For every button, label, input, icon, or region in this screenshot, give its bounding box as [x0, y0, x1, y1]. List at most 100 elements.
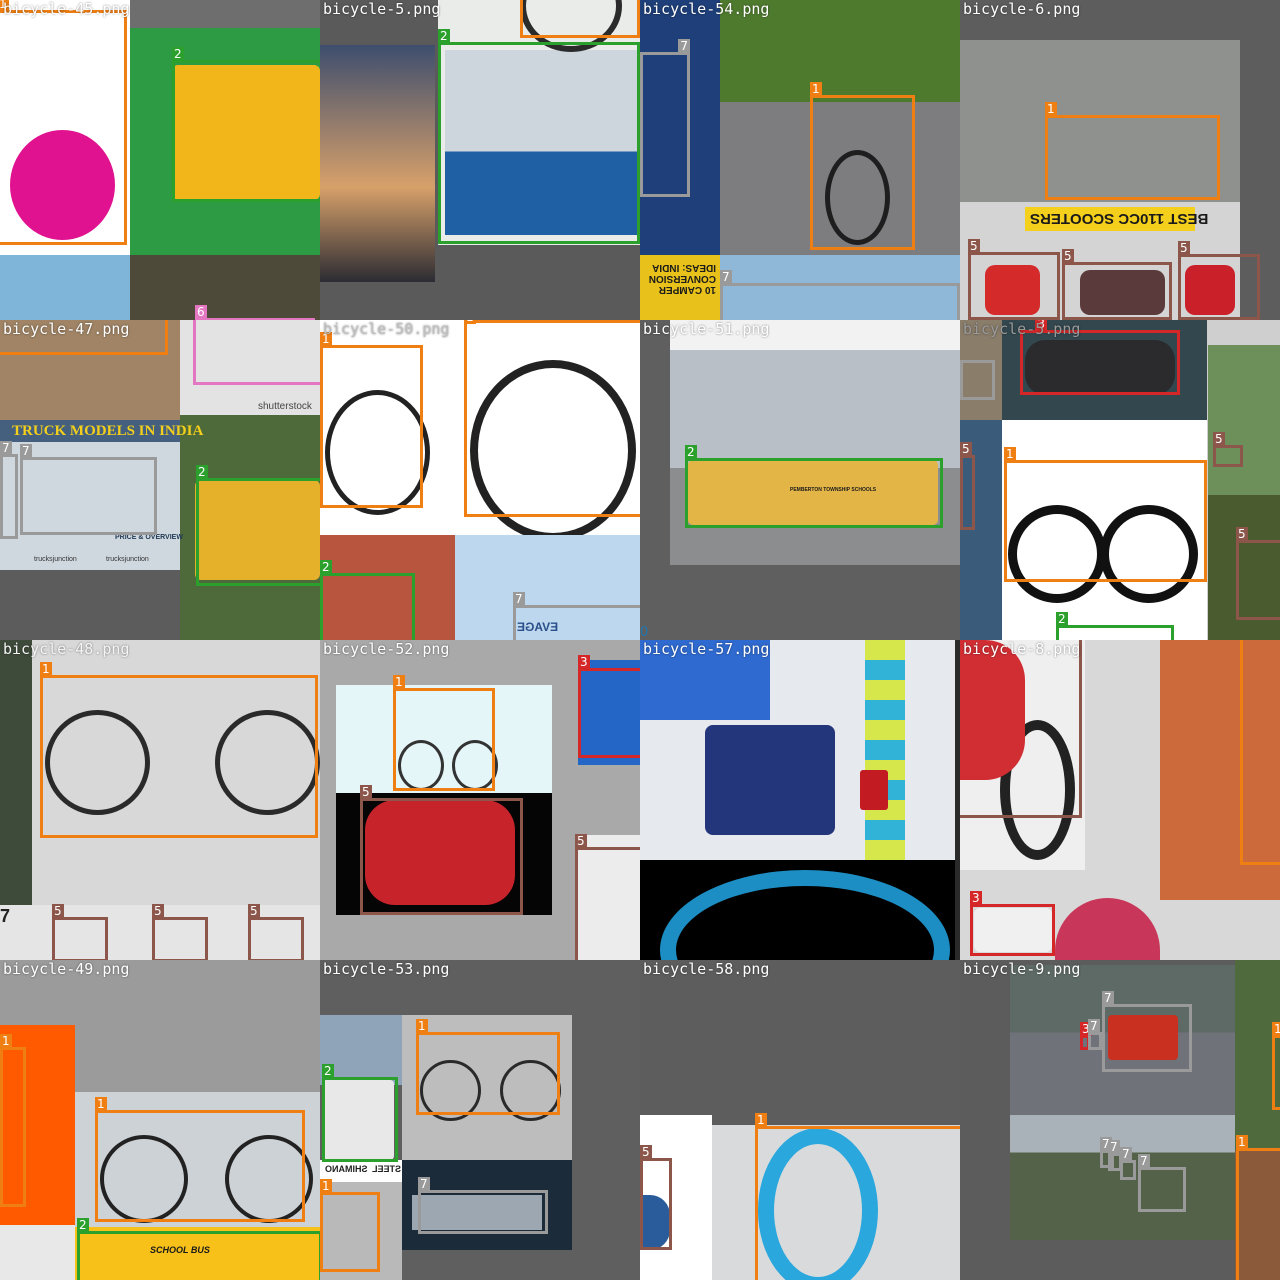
- photo-camper-yellow: [640, 255, 720, 320]
- class-label: 6: [195, 305, 207, 319]
- class-label: 7: [20, 444, 32, 458]
- shimano-bar: [320, 1160, 402, 1182]
- yellow-school-bus: [688, 460, 938, 525]
- detection-box: 5: [1236, 527, 1280, 620]
- tile-12: 3 bicycle-8.png: [960, 640, 1280, 960]
- class-label: 7: [1138, 1154, 1150, 1168]
- bicycle-wheel: [420, 1060, 481, 1121]
- tile-9: 7 1 5 5 5 bicycle-48.png: [0, 640, 320, 960]
- steel-text: STEEL: [372, 1164, 402, 1174]
- red-scooter: [1185, 265, 1235, 315]
- class-label: 5: [960, 442, 972, 456]
- detection-box: 2: [77, 1218, 320, 1280]
- tile-16: 7 3 7 7 7 7 7 1 1 bicycle-9.png: [960, 960, 1280, 1280]
- detection-box: [960, 360, 995, 400]
- blue-cabinets: [640, 640, 770, 720]
- class-label: 5: [1178, 241, 1190, 255]
- detection-box: 6: [195, 305, 315, 320]
- bicycle-wheel: [825, 150, 890, 245]
- class-label: 3: [1080, 1022, 1092, 1036]
- class-label: 5: [248, 904, 260, 918]
- detection-box: 2: [1056, 612, 1174, 640]
- tile-filename: bicycle-57.png: [643, 640, 770, 658]
- photo-top-white: [670, 320, 960, 350]
- detection-box: 2: [322, 1064, 398, 1162]
- photo-dark-left: [0, 640, 32, 905]
- tile-filename: bicycle-9.png: [963, 960, 1081, 978]
- class-label: 3: [1035, 320, 1047, 331]
- photo-motorbike-race: [1208, 345, 1280, 495]
- class-label: 7: [1108, 1140, 1120, 1154]
- fat-bike-wheel: [1100, 505, 1198, 603]
- detection-box: 1: [320, 1179, 380, 1272]
- detection-box: 1: [464, 320, 640, 517]
- class-label: 2: [1056, 612, 1068, 626]
- shimano-text: SHIMANO: [325, 1164, 368, 1174]
- blue-car: [640, 1195, 670, 1250]
- tile-14: SHIMANO STEEL 2 1 1 7 bicycle-53.png: [320, 960, 640, 1280]
- red-truck: [1108, 1015, 1178, 1060]
- tile-filename: bicycle-47.png: [3, 320, 130, 338]
- class-label: 1: [0, 1034, 12, 1048]
- detection-box: 2: [438, 29, 640, 244]
- class-label: 5: [1062, 249, 1074, 263]
- photo-blue-truck: [578, 660, 640, 765]
- photo-bottom-left: [0, 1225, 75, 1280]
- class-label: 1: [1272, 1022, 1280, 1036]
- class-label: 3: [970, 891, 982, 905]
- photo-woman-cycling: [960, 40, 1240, 202]
- class-label: 5: [1236, 527, 1248, 541]
- photo-parking-lot: [670, 350, 960, 565]
- detection-box: 1: [40, 662, 318, 838]
- class-label: 1: [320, 332, 332, 346]
- detection-box: 2: [172, 47, 320, 202]
- photo-small-bike: [320, 1182, 402, 1280]
- detection-box: 1: [416, 1019, 560, 1115]
- detection-box: [0, 320, 168, 355]
- photo-small-truck: [0, 442, 180, 570]
- truck-banner-bg: [0, 420, 180, 442]
- photo-tyre-wood: [0, 320, 180, 420]
- tile-filename: bicycle-48.png: [3, 640, 130, 658]
- detection-box: 7: [1120, 1147, 1136, 1180]
- detection-box: 1: [1272, 1022, 1280, 1110]
- tile-filename: bicycle-51.png: [643, 320, 770, 338]
- detection-box: 1: [95, 1097, 305, 1222]
- tile-7: PEMBERTON TOWNSHIP SCHOOLS 2 0 bicycle-5…: [640, 320, 960, 640]
- class-label: 1: [464, 320, 476, 324]
- photo-truck-shutterstock: [180, 320, 320, 415]
- class-label: 7: [1120, 1147, 1132, 1161]
- class-label: 5: [360, 785, 372, 799]
- detection-box: [520, 0, 640, 38]
- photo-truck-colorful: [720, 255, 960, 320]
- tile-filename: bicycle-5.png: [963, 320, 1081, 338]
- detection-box: 7: [1138, 1154, 1186, 1212]
- detection-box: 1: [1236, 1135, 1280, 1280]
- stretcher: [705, 725, 835, 835]
- class-label: 7: [513, 592, 525, 606]
- detection-box: 5: [152, 904, 208, 960]
- detection-box: 5: [52, 904, 108, 960]
- detection-box: 1: [810, 82, 915, 250]
- class-label: 2: [322, 1064, 334, 1078]
- tile-filename: bicycle-8.png: [963, 640, 1081, 658]
- class-label: 7: [1088, 1019, 1100, 1033]
- tail-light: [860, 770, 888, 810]
- scooter-banner-text: BEST 110CC SCOOTERS: [1030, 210, 1209, 227]
- red-scooter: [985, 265, 1040, 315]
- detection-box: 5: [1062, 249, 1172, 320]
- detection-box: 1: [1045, 102, 1220, 200]
- scooter-banner-bg: [1025, 207, 1195, 231]
- tile-filename: bicycle-53.png: [323, 960, 450, 978]
- tile-filename: bicycle-49.png: [3, 960, 130, 978]
- scooter-tyre: [1000, 720, 1075, 860]
- class-label: 3: [578, 655, 590, 669]
- class-label: 7: [0, 441, 12, 455]
- detection-box: 5: [960, 442, 975, 530]
- class-label: 5: [152, 904, 164, 918]
- class-label: 2: [438, 29, 450, 43]
- ambulance-stripes: [865, 640, 905, 860]
- class-label: 2: [172, 47, 184, 61]
- tile-filename: bicycle-6.png: [963, 0, 1081, 18]
- detection-box: 1: [393, 675, 495, 791]
